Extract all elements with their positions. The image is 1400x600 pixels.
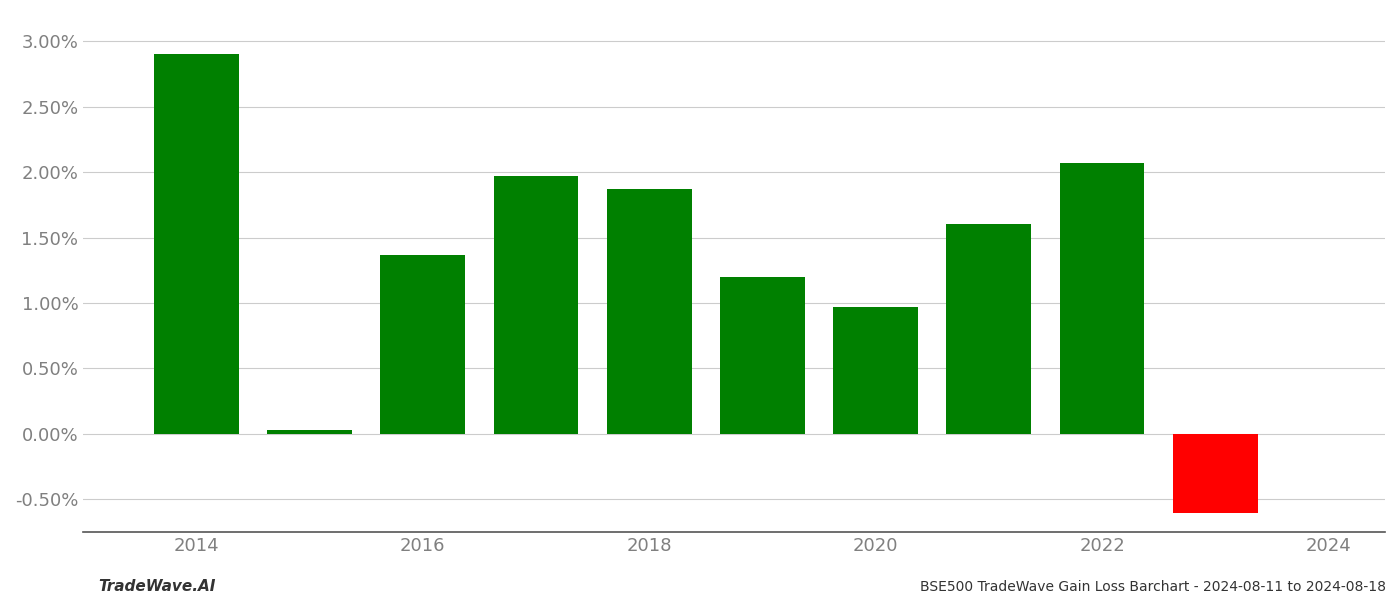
Bar	[494, 176, 578, 434]
Text: BSE500 TradeWave Gain Loss Barchart - 2024-08-11 to 2024-08-18: BSE500 TradeWave Gain Loss Barchart - 20…	[920, 580, 1386, 594]
Bar	[267, 430, 351, 434]
Bar	[1060, 163, 1144, 434]
Bar	[381, 254, 465, 434]
Bar	[154, 54, 239, 434]
Bar	[833, 307, 918, 434]
Text: TradeWave.AI: TradeWave.AI	[98, 579, 216, 594]
Bar	[946, 224, 1032, 434]
Bar	[1173, 434, 1257, 512]
Bar	[606, 189, 692, 434]
Bar	[720, 277, 805, 434]
